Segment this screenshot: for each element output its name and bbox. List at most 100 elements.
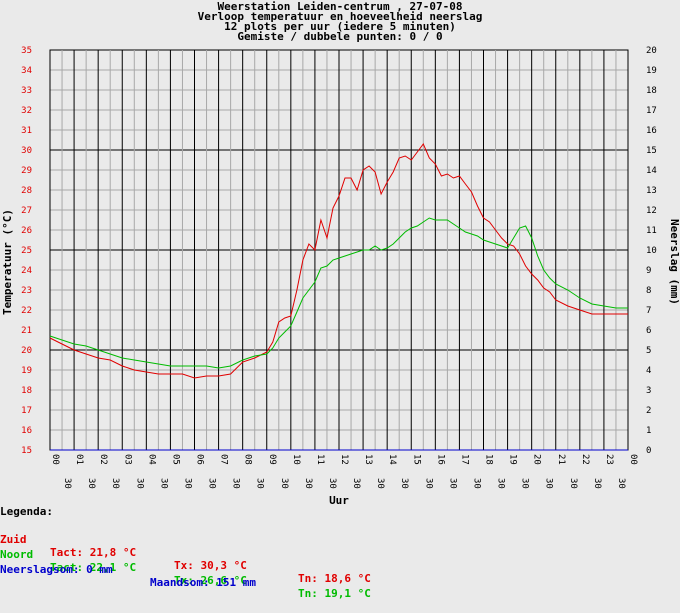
x-tick-label: 12 (339, 454, 349, 465)
x-half-tick-label: 30 (568, 478, 578, 489)
y-left-tick-label: 33 (21, 86, 32, 96)
x-half-tick-label: 30 (62, 478, 72, 489)
x-tick-label: 02 (98, 454, 108, 465)
x-half-tick-label: 30 (158, 478, 168, 489)
y-right-tick-label: 7 (646, 306, 651, 316)
y-left-tick-label: 25 (21, 246, 32, 256)
x-half-tick-label: 30 (279, 478, 289, 489)
y-left-tick-label: 23 (21, 286, 32, 296)
y-right-tick-label: 11 (646, 226, 657, 236)
x-half-tick-label: 30 (496, 478, 506, 489)
x-tick-label: 18 (484, 454, 494, 465)
x-half-tick-label: 30 (255, 478, 265, 489)
y-right-tick-label: 14 (646, 166, 657, 176)
chart-title-line-1: Weerstation Leiden-centrum , 27-07-08 (217, 0, 462, 13)
x-tick-label: 15 (411, 454, 421, 465)
x-half-tick-label: 30 (303, 478, 313, 489)
legend-zuid-tact: Tact: 21,8 °C (50, 546, 137, 559)
x-tick-label: 03 (122, 454, 132, 465)
y-left-tick-label: 27 (21, 206, 32, 216)
x-half-tick-label: 30 (351, 478, 361, 489)
y-right-tick-label: 4 (646, 366, 651, 376)
x-tick-label: 23 (604, 454, 614, 465)
y-left-tick-label: 34 (21, 66, 32, 76)
x-tick-label: 13 (363, 454, 373, 465)
series-line-noord (49, 217, 628, 369)
legend-row-neerslag: Neerslagsom: 0 mm Maandsom: 151 mm (0, 550, 680, 602)
chart-title-line-3: 12 plots per uur (iedere 5 minuten) (224, 20, 456, 33)
x-half-tick-label: 30 (375, 478, 385, 489)
series-lines (49, 143, 628, 451)
x-half-tick-label: 30 (423, 478, 433, 489)
x-tick-label: 05 (170, 454, 180, 465)
x-tick-label: 11 (315, 454, 325, 465)
x-tick-label: 01 (74, 454, 84, 465)
chart-title-line-2: Verloop temperatuur en hoeveelheid neers… (198, 10, 483, 23)
grid (49, 49, 629, 451)
x-tick-label: 22 (580, 454, 590, 465)
x-tick-label: 14 (387, 454, 397, 465)
y-left-tick-label: 16 (21, 426, 32, 436)
y-right-tick-label: 2 (646, 406, 651, 416)
x-axis-label: Uur (329, 494, 349, 505)
x-tick-label: 06 (195, 454, 205, 465)
y-right-tick-label: 9 (646, 266, 651, 276)
legend-noord-label: Noord (0, 548, 34, 561)
y-left-tick-label: 19 (21, 366, 32, 376)
x-tick-label: 08 (243, 454, 253, 465)
y-right-tick-label: 8 (646, 286, 651, 296)
y-right-tick-label: 6 (646, 326, 651, 336)
y-left-tick-label: 18 (21, 386, 32, 396)
chart-title-line-4: Gemiste / dubbele punten: 0 / 0 (237, 30, 442, 43)
chart: Weerstation Leiden-centrum , 27-07-08 Ve… (1, 0, 680, 505)
y-left-tick-label: 24 (21, 266, 32, 276)
tick-labels: 1516171819202122232425262728293031323334… (21, 46, 657, 489)
x-tick-label: 09 (267, 454, 277, 465)
x-half-tick-label: 30 (231, 478, 241, 489)
x-half-tick-label: 30 (471, 478, 481, 489)
y-right-tick-label: 10 (646, 246, 657, 256)
y-left-tick-label: 20 (21, 346, 32, 356)
x-half-tick-label: 30 (327, 478, 337, 489)
x-half-tick-label: 30 (207, 478, 217, 489)
y-left-tick-label: 21 (21, 326, 32, 336)
legend-zuid-label: Zuid (0, 533, 27, 546)
legend-heading: Legenda: (0, 505, 53, 518)
y-right-tick-label: 5 (646, 346, 651, 356)
y-left-tick-label: 28 (21, 186, 32, 196)
x-tick-label: 20 (532, 454, 542, 465)
y-left-tick-label: 17 (21, 406, 32, 416)
y-axis-label-left: Temperatuur (°C) (1, 209, 14, 315)
y-axis-label-right: Neerslag (mm) (668, 219, 680, 305)
y-left-tick-label: 29 (21, 166, 32, 176)
x-tick-label: 21 (556, 454, 566, 465)
series-line-zuid (49, 143, 628, 379)
x-tick-label: 00 (50, 454, 60, 465)
x-tick-label: 19 (508, 454, 518, 465)
x-half-tick-label: 30 (134, 478, 144, 489)
y-left-tick-label: 15 (21, 446, 32, 456)
y-right-tick-label: 13 (646, 186, 657, 196)
y-left-tick-label: 31 (21, 126, 32, 136)
x-half-tick-label: 30 (110, 478, 120, 489)
y-right-tick-label: 12 (646, 206, 657, 216)
y-right-tick-label: 18 (646, 86, 657, 96)
y-left-tick-label: 30 (21, 146, 32, 156)
y-right-tick-label: 20 (646, 46, 657, 56)
x-half-tick-label: 30 (447, 478, 457, 489)
x-half-tick-label: 30 (86, 478, 96, 489)
y-right-tick-label: 3 (646, 386, 651, 396)
x-tick-label: 00 (628, 454, 638, 465)
x-tick-label: 10 (291, 454, 301, 465)
y-left-tick-label: 22 (21, 306, 32, 316)
y-left-tick-label: 26 (21, 226, 32, 236)
y-left-tick-label: 35 (21, 46, 32, 56)
x-tick-label: 16 (435, 454, 445, 465)
x-tick-label: 04 (146, 454, 156, 465)
x-half-tick-label: 30 (544, 478, 554, 489)
x-half-tick-label: 30 (616, 478, 626, 489)
x-half-tick-label: 30 (520, 478, 530, 489)
y-left-tick-label: 32 (21, 106, 32, 116)
y-right-tick-label: 15 (646, 146, 657, 156)
y-right-tick-label: 19 (646, 66, 657, 76)
